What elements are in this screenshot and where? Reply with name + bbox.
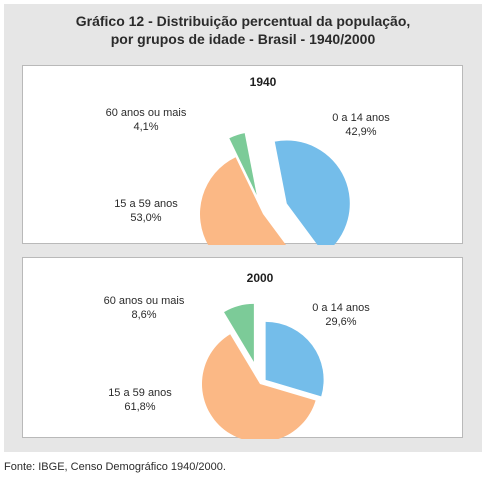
pie-slice-2000-0-a-14-anos [265, 321, 324, 397]
slice-label-2000-15-a-59-anos: 15 a 59 anos [108, 387, 172, 399]
slice-label-1940-15-a-59-anos: 15 a 59 anos [114, 198, 178, 210]
pie-panel-1940: 1940 0 a 14 anos 42,9% 15 a 59 anos 53,0% 60 … [22, 65, 463, 245]
slice-value-1940-15-a-59-anos: 53,0% [130, 212, 161, 224]
chart-title-line2: por grupos de idade - Brasil - 1940/2000 [110, 31, 376, 47]
pie-chart-1940: 1940 0 a 14 anos 42,9% 15 a 59 anos 53,0% 60 … [106, 75, 390, 245]
slice-value-1940-0-a-14-anos: 42,9% [345, 126, 376, 138]
chart-title-line1: Gráfico 12 - Distribuição percentual da … [75, 13, 411, 29]
slice-value-2000-60-anos-ou-mais: 8,6% [131, 309, 156, 321]
pie-slice-1940-60-anos-ou-mais [229, 133, 257, 196]
pie-slice-2000-15-a-59-anos [202, 334, 316, 439]
source-note: Fonte: IBGE, Censo Demográfico 1940/2000… [4, 461, 226, 473]
slice-label-1940-60-anos-ou-mais: 60 anos ou mais [106, 107, 187, 119]
slice-label-1940-0-a-14-anos: 0 a 14 anos [332, 112, 390, 124]
slice-value-2000-0-a-14-anos: 29,6% [325, 316, 356, 328]
slice-label-2000-0-a-14-anos: 0 a 14 anos [312, 302, 370, 314]
slice-value-2000-15-a-59-anos: 61,8% [124, 401, 155, 413]
slice-label-2000-60-anos-ou-mais: 60 anos ou mais [104, 295, 185, 307]
pie-slice-2000-60-anos-ou-mais [224, 303, 254, 362]
pie-slice-1940-0-a-14-anos [274, 140, 350, 245]
pie-title-1940: 1940 [250, 75, 277, 89]
pie-title-2000: 2000 [247, 271, 274, 285]
pie-chart-2000: 2000 0 a 14 anos 29,6% 15 a 59 anos 61,8% 60 … [104, 271, 370, 439]
slice-value-1940-60-anos-ou-mais: 4,1% [133, 121, 158, 133]
pie-slice-1940-15-a-59-anos [200, 157, 286, 245]
pie-panel-2000: 2000 0 a 14 anos 29,6% 15 a 59 anos 61,8% 60 … [22, 257, 463, 439]
